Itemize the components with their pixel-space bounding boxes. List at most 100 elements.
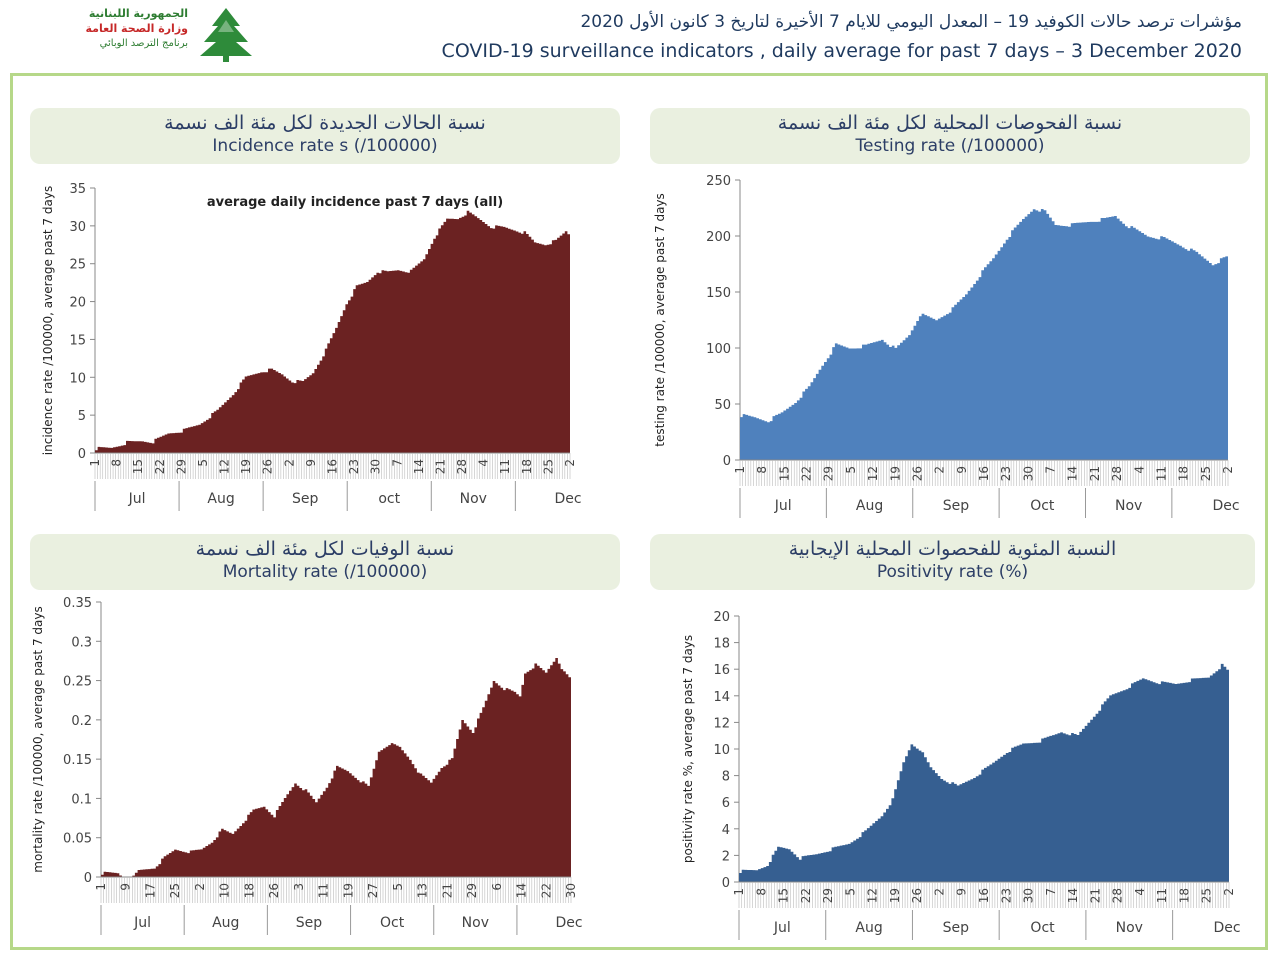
month-label: Aug (207, 491, 234, 507)
x-tick-label: 1 (732, 888, 746, 896)
x-tick-label: 4 (1132, 466, 1146, 474)
y-tick-label: 0.3 (71, 635, 92, 650)
y-tick-label: 10 (69, 371, 86, 386)
x-tick-label: 2 (563, 459, 577, 467)
y-tick-label: 15 (69, 333, 86, 348)
month-label: oct (378, 491, 400, 507)
x-tick-label: 5 (391, 883, 405, 891)
month-label: Dec (555, 915, 582, 931)
x-tick-label: 14 (1066, 888, 1080, 903)
y-tick-label: 0 (722, 876, 730, 891)
x-tick-label: 29 (822, 466, 836, 481)
x-tick-label: 1 (88, 459, 102, 467)
ministry-logo: الجمهورية اللبنانية وزارة الصحة العامة ب… (60, 6, 260, 64)
charts-frame (10, 73, 1268, 950)
mortality-title: Mortality rate (/100000) (222, 562, 428, 582)
x-tick-label: 2 (933, 466, 947, 474)
x-tick-label: 22 (800, 466, 814, 481)
x-tick-label: 2 (932, 888, 946, 896)
month-label: Sep (943, 498, 970, 514)
x-tick-label: 13 (416, 883, 430, 898)
y-tick-label: 5 (78, 409, 86, 424)
x-tick-label: 16 (977, 888, 991, 903)
x-tick-label: 21 (440, 883, 454, 898)
x-tick-label: 15 (777, 888, 791, 903)
y-tick-label: 0.35 (63, 596, 92, 611)
x-tick-label: 2 (282, 459, 296, 467)
y-tick-label: 0 (78, 447, 86, 462)
y-tick-label: 0.2 (71, 714, 92, 729)
month-label: Nov (1116, 920, 1143, 936)
x-tick-label: 7 (1044, 466, 1058, 474)
x-tick-label: 6 (490, 883, 504, 891)
y-tick-label: 200 (706, 230, 731, 245)
x-tick-label: 19 (888, 888, 902, 903)
x-tick-label: 2 (193, 883, 207, 891)
y-tick-label: 100 (706, 342, 731, 357)
x-tick-label: 19 (888, 466, 902, 481)
y-tick-label: 14 (713, 690, 730, 705)
logo-line-ministry: وزارة الصحة العامة (85, 22, 189, 35)
x-tick-label: 5 (843, 888, 857, 896)
x-tick-label: 26 (261, 459, 275, 474)
x-tick-label: 30 (369, 459, 383, 474)
x-tick-label: 27 (366, 883, 380, 898)
x-tick-label: 11 (317, 883, 331, 898)
x-tick-label: 26 (910, 466, 924, 481)
x-tick-label: 30 (564, 883, 578, 898)
x-tick-label: 16 (977, 466, 991, 481)
x-tick-label: 25 (168, 883, 182, 898)
x-tick-label: 23 (999, 466, 1013, 481)
x-tick-label: 25 (1200, 888, 1214, 903)
month-label: Jul (133, 915, 151, 931)
month-label: Oct (1030, 920, 1055, 936)
x-tick-label: 28 (455, 459, 469, 474)
month-label: Aug (855, 920, 882, 936)
report-header: الجمهورية اللبنانية وزارة الصحة العامة ب… (0, 0, 1280, 72)
positivity-title-arabic: النسبة المئوية للفحصوات المحلية الإيجابي… (788, 538, 1117, 560)
y-tick-label: 25 (69, 258, 86, 273)
x-tick-label: 11 (1154, 466, 1168, 481)
month-label: Oct (1030, 498, 1055, 514)
x-tick-label: 11 (1155, 888, 1169, 903)
mortality-chart: 00.050.10.150.20.250.30.351 9 17 25 2 10 18 26 3… (31, 596, 583, 935)
testing-title: Testing rate (/100000) (855, 136, 1045, 156)
month-label: Sep (296, 915, 323, 931)
x-tick-label: 22 (539, 883, 553, 898)
x-tick-label: 1 (94, 883, 108, 891)
chart-title: average daily incidence past 7 days (all… (207, 195, 503, 210)
x-tick-label: 14 (515, 883, 529, 898)
x-tick-label: 21 (1088, 888, 1102, 903)
y-tick-label: 8 (722, 770, 730, 785)
x-tick-label: 26 (910, 888, 924, 903)
x-tick-label: 29 (174, 459, 188, 474)
x-tick-label: 1 (733, 466, 747, 474)
x-tick-label: 8 (755, 466, 769, 474)
month-label: Jul (128, 491, 146, 507)
y-tick-label: 35 (69, 182, 86, 197)
month-label: Nov (462, 915, 489, 931)
month-label: Nov (1115, 498, 1142, 514)
positivity-title: Positivity rate (%) (876, 562, 1029, 582)
month-label: Aug (856, 498, 883, 514)
x-tick-label: 7 (1044, 888, 1058, 896)
x-tick-label: 22 (153, 459, 167, 474)
month-label: Dec (554, 491, 581, 507)
month-label: Jul (773, 920, 791, 936)
y-tick-label: 250 (706, 174, 731, 189)
y-tick-label: 6 (722, 796, 730, 811)
x-tick-label: 12 (866, 466, 880, 481)
x-tick-label: 29 (821, 888, 835, 903)
cedar-icon (200, 8, 252, 62)
x-tick-label: 19 (239, 459, 253, 474)
x-tick-label: 18 (242, 883, 256, 898)
page-title-arabic: مؤشرات ترصد حالات الكوفيد 19 – المعدل ال… (580, 12, 1242, 32)
x-tick-label: 4 (477, 459, 491, 467)
x-tick-label: 21 (433, 459, 447, 474)
y-tick-label: 50 (714, 398, 731, 413)
month-label: Nov (460, 491, 487, 507)
x-tick-label: 14 (1066, 466, 1080, 481)
x-tick-label: 5 (196, 459, 210, 467)
x-tick-label: 12 (218, 459, 232, 474)
